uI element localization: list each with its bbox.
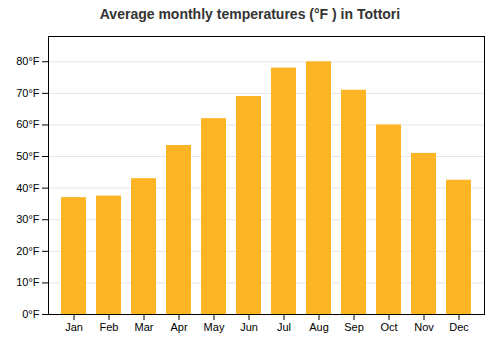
svg-text:20°F: 20°F — [16, 245, 40, 257]
svg-text:Nov: Nov — [414, 321, 434, 333]
svg-text:Jun: Jun — [240, 321, 258, 333]
svg-text:Apr: Apr — [170, 321, 187, 333]
svg-text:70°F: 70°F — [16, 87, 40, 99]
svg-text:Dec: Dec — [449, 321, 469, 333]
svg-text:Aug: Aug — [309, 321, 329, 333]
svg-text:Jul: Jul — [277, 321, 291, 333]
svg-text:0°F: 0°F — [22, 308, 40, 320]
svg-text:Feb: Feb — [100, 321, 119, 333]
svg-text:30°F: 30°F — [16, 213, 40, 225]
svg-text:50°F: 50°F — [16, 150, 40, 162]
html-text:Average monthly temperatures (: Average monthly temperatures (°F ) in To… — [99, 6, 401, 22]
svg-text:Oct: Oct — [380, 321, 397, 333]
svg-text:80°F: 80°F — [16, 55, 40, 67]
svg-text:Mar: Mar — [135, 321, 154, 333]
svg-text:60°F: 60°F — [16, 118, 40, 130]
svg-text:10°F: 10°F — [16, 276, 40, 288]
svg-text:40°F: 40°F — [16, 182, 40, 194]
svg-text:Sep: Sep — [344, 321, 364, 333]
svg-text:May: May — [204, 321, 225, 333]
svg-text:Jan: Jan — [65, 321, 83, 333]
